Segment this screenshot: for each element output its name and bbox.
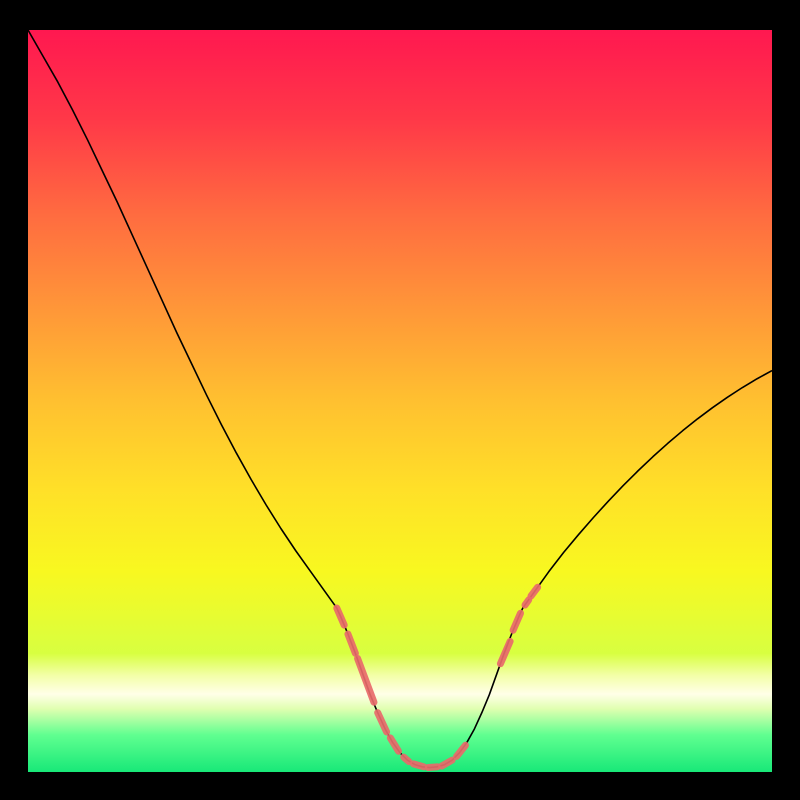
highlight-segment xyxy=(413,764,423,767)
frame-bottom xyxy=(0,772,800,800)
highlight-segment xyxy=(525,600,529,605)
frame-left xyxy=(0,0,28,800)
chart-stage: TheBottleneck.com xyxy=(0,0,800,800)
frame-top xyxy=(0,0,800,30)
highlight-segment xyxy=(404,757,409,761)
bottleneck-chart-svg xyxy=(28,30,772,772)
highlight-segment xyxy=(428,767,437,768)
plot-area xyxy=(28,30,772,772)
gradient-background xyxy=(28,30,772,772)
frame-right xyxy=(772,0,800,800)
